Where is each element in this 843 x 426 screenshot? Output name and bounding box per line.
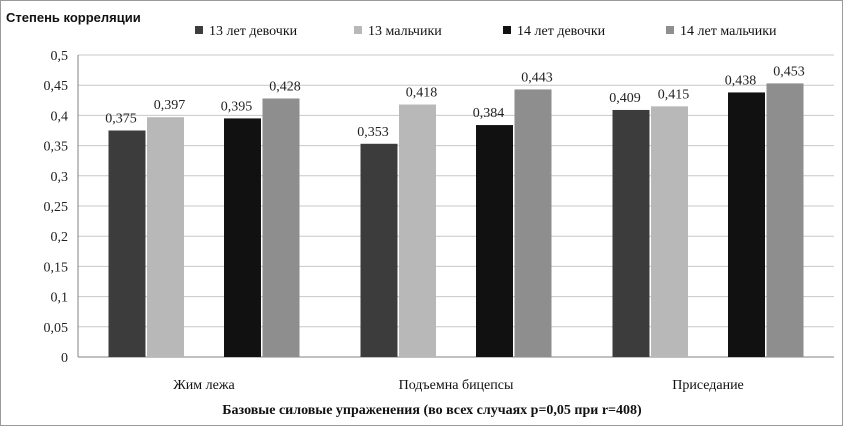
legend: 13 лет девочки 13 мальчики 14 лет девочки 1… <box>195 24 777 39</box>
legend-label: 14 лет девочки <box>517 24 606 39</box>
x-axis-categories: Жим лежа Подъемна бицепсы Приседание <box>173 378 744 393</box>
data-label: 0,375 <box>105 112 137 127</box>
data-label: 0,415 <box>658 87 690 102</box>
bar <box>766 83 804 357</box>
y-tick-label: 0,3 <box>51 170 69 185</box>
data-label: 0,443 <box>521 70 553 85</box>
bar <box>651 106 688 357</box>
bar <box>514 89 552 357</box>
bar <box>612 109 650 358</box>
bar <box>728 92 765 357</box>
data-label: 0,409 <box>609 91 641 106</box>
data-labels: 0,375 0,397 0,395 0,428 0,353 0,418 0,384 0,443… <box>105 64 805 139</box>
data-label: 0,384 <box>473 106 505 121</box>
legend-swatch <box>666 26 674 34</box>
legend-label: 14 лет мальчики <box>680 24 777 39</box>
legend-swatch <box>503 26 511 34</box>
data-label: 0,453 <box>773 64 805 79</box>
data-label: 0,397 <box>154 98 186 113</box>
y-tick-label: 0,25 <box>44 200 69 215</box>
y-axis-ticks: 0 0,05 0,1 0,15 0,2 0,25 0,3 0,35 0,4 0,45 0,5 <box>44 49 69 366</box>
y-tick-label: 0,1 <box>51 291 69 306</box>
bar <box>476 125 513 358</box>
x-category-label: Подъемна бицепсы <box>399 378 514 393</box>
x-category-label: Жим лежа <box>173 378 235 393</box>
y-tick-label: 0,45 <box>44 79 69 94</box>
gridlines <box>77 54 834 358</box>
bar <box>224 118 261 357</box>
y-tick-label: 0,15 <box>44 260 69 275</box>
data-label: 0,438 <box>725 73 757 88</box>
bar <box>147 117 184 357</box>
x-axis-title: Базовые силовые упраженения (во всех слу… <box>222 403 642 418</box>
bars <box>108 83 804 358</box>
data-label: 0,353 <box>357 125 389 140</box>
legend-label: 13 мальчики <box>368 24 442 39</box>
y-tick-label: 0,35 <box>44 140 69 155</box>
y-tick-label: 0,05 <box>44 321 69 336</box>
y-tick-label: 0 <box>61 351 68 366</box>
legend-swatch <box>354 26 362 34</box>
bar <box>108 130 146 357</box>
data-label: 0,418 <box>406 86 438 101</box>
y-tick-label: 0,2 <box>51 230 69 245</box>
bar <box>399 104 436 357</box>
bar <box>360 143 398 357</box>
y-tick-label: 0,5 <box>51 49 69 64</box>
x-category-label: Приседание <box>672 378 744 393</box>
legend-label: 13 лет девочки <box>209 24 298 39</box>
y-axis-title: Степень корреляции <box>6 10 141 25</box>
data-label: 0,428 <box>269 79 301 94</box>
legend-swatch <box>195 26 203 34</box>
y-tick-label: 0,4 <box>51 109 69 124</box>
data-label: 0,395 <box>221 99 253 114</box>
bar <box>262 98 300 357</box>
